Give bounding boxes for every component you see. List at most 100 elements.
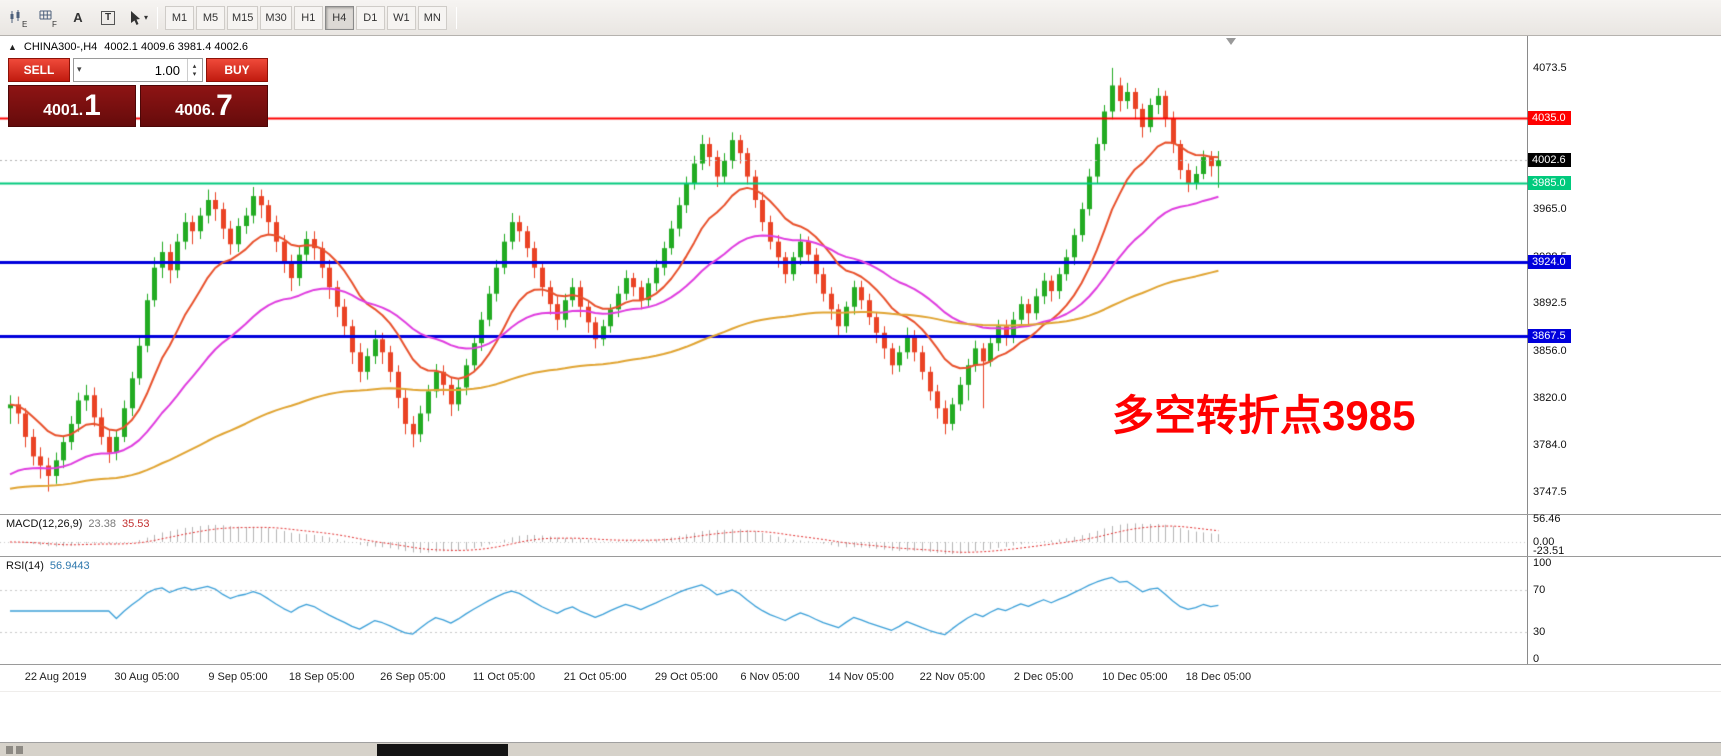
rsi-axis-label: 100: [1533, 557, 1552, 569]
timeframe-h4[interactable]: H4: [324, 5, 354, 30]
price-axis-marker: 4035.0: [1528, 111, 1571, 125]
chart-symbol-timeframe: CHINA300-,H4: [23, 41, 98, 53]
time-axis-label: 6 Nov 05:00: [740, 671, 800, 683]
bottom-left-icon[interactable]: [6, 746, 13, 754]
price-axis-marker: 3985.0: [1528, 176, 1571, 191]
rsi-canvas[interactable]: [0, 557, 1528, 665]
price-axis[interactable]: 4073.53965.03928.53892.53856.03820.03784…: [1528, 36, 1721, 514]
volume-down-icon[interactable]: ▾: [192, 71, 197, 78]
volume-up-icon[interactable]: ▴: [192, 63, 197, 70]
bid-price[interactable]: 4001. 1: [8, 85, 136, 127]
svg-text:E: E: [22, 20, 27, 28]
main-toolbar: E F A T ▾ M1 M5 M15 M30 H1 H4 D1 W1 MN: [0, 0, 1721, 36]
svg-text:F: F: [52, 20, 57, 28]
grid-icon[interactable]: F: [36, 6, 60, 30]
time-axis-label: 9 Sep 05:00: [208, 671, 268, 683]
macd-axis-label: 56.46: [1533, 513, 1561, 526]
timeframe-buttons-group: M1 M5 M15 M30 H1 H4 D1 W1 MN: [165, 5, 449, 30]
bottom-strip: [0, 742, 1721, 756]
rsi-pane-row: RSI(14) 56.9443 100 70 30 0: [0, 557, 1721, 665]
price-axis-label: 4073.5: [1533, 61, 1567, 74]
bid-price-prefix: 4001.: [43, 102, 84, 119]
volume-input[interactable]: ▾ 1.00 ▴ ▾: [73, 58, 203, 82]
buy-button[interactable]: BUY: [206, 58, 268, 82]
tool-icons-group: E F A T ▾: [6, 6, 150, 30]
macd-value-signal: 35.53: [121, 518, 150, 530]
macd-axis-label: -23.51: [1533, 545, 1565, 558]
text-label-tool-icon[interactable]: T: [96, 6, 120, 30]
chart-window: ▲ CHINA300-,H4 4002.1 4009.6 3981.4 4002…: [0, 36, 1721, 691]
font-tool-icon[interactable]: A: [73, 10, 83, 25]
price-pane-row: ▲ CHINA300-,H4 4002.1 4009.6 3981.4 4002…: [0, 36, 1721, 515]
rsi-plot-area[interactable]: RSI(14) 56.9443: [0, 557, 1528, 665]
timeframe-m30[interactable]: M30: [260, 5, 292, 30]
price-axis-label: 3856.0: [1533, 344, 1567, 357]
price-axis-marker: 3867.5: [1528, 329, 1571, 344]
macd-plot-area[interactable]: MACD(12,26,9) 23.38 35.53: [0, 515, 1528, 557]
rsi-label: RSI(14) 56.9443: [6, 560, 90, 572]
time-axis-label: 18 Dec 05:00: [1185, 671, 1252, 683]
time-axis-label: 10 Dec 05:00: [1102, 671, 1168, 683]
chart-ohlc-values: 4002.1 4009.6 3981.4 4002.6: [104, 41, 249, 53]
price-axis-label: 3820.0: [1533, 391, 1567, 404]
toolbar-separator: [157, 6, 158, 29]
toolbar-separator: [455, 6, 457, 29]
trade-panel-prices: 4001. 1 4006. 7: [8, 85, 268, 127]
time-axis-label: 29 Oct 05:00: [654, 671, 718, 683]
ask-price-big-digit: 7: [216, 89, 233, 122]
time-axis-label: 22 Nov 05:00: [919, 671, 986, 683]
chart-style-icon[interactable]: E: [6, 6, 30, 30]
one-click-trade-panel: SELL ▾ 1.00 ▴ ▾ BUY 400: [8, 58, 268, 127]
price-axis-marker: 3924.0: [1528, 255, 1571, 270]
chart-annotation-text: 多空转折点3985: [1112, 392, 1416, 439]
ask-price[interactable]: 4006. 7: [140, 85, 268, 127]
time-axis-label: 21 Oct 05:00: [563, 671, 627, 683]
price-axis-marker: 4002.6: [1528, 153, 1571, 168]
time-axis[interactable]: 22 Aug 2019 30 Aug 05:00 9 Sep 05:00 18 Sep…: [0, 665, 1721, 691]
macd-name: MACD(12,26,9): [6, 518, 83, 530]
price-axis-label: 3892.5: [1533, 297, 1567, 310]
price-axis-label: 3965.0: [1533, 203, 1567, 216]
volume-dropdown-icon[interactable]: ▾: [77, 64, 82, 74]
rsi-axis[interactable]: 100 70 30 0: [1528, 557, 1721, 665]
macd-axis[interactable]: 56.46 0.00 -23.51: [1528, 513, 1721, 558]
rsi-value: 56.9443: [49, 560, 90, 572]
chart-title: ▲ CHINA300-,H4 4002.1 4009.6 3981.4 4002…: [8, 41, 248, 53]
timeframe-m15[interactable]: M15: [227, 5, 259, 30]
timeframe-w1[interactable]: W1: [386, 5, 416, 30]
timeframe-m5[interactable]: M5: [196, 5, 225, 30]
macd-axis-label: 0.00: [1533, 536, 1555, 548]
trade-panel-controls: SELL ▾ 1.00 ▴ ▾ BUY: [8, 58, 268, 82]
time-axis-label: 2 Dec 05:00: [1013, 671, 1074, 683]
time-axis-label: 18 Sep 05:00: [288, 671, 355, 683]
volume-spinner: ▴ ▾: [187, 59, 201, 81]
macd-value-main: 23.38: [88, 518, 116, 530]
time-axis-label: 30 Aug 05:00: [114, 671, 180, 683]
rsi-axis-label: 0: [1533, 653, 1540, 665]
sell-button[interactable]: SELL: [8, 58, 70, 82]
timeframe-d1[interactable]: D1: [355, 5, 385, 30]
macd-canvas[interactable]: [0, 515, 1528, 557]
volume-value: 1.00: [154, 62, 180, 78]
rsi-axis-label: 70: [1533, 584, 1546, 597]
timeframe-h1[interactable]: H1: [293, 5, 323, 30]
cursor-tool-icon[interactable]: ▾: [126, 6, 150, 30]
time-axis-label: 11 Oct 05:00: [472, 671, 536, 683]
bottom-area: [0, 692, 1721, 756]
time-axis-label: 26 Sep 05:00: [380, 671, 446, 683]
chart-shift-marker-icon[interactable]: [1226, 38, 1236, 45]
time-axis-label: 14 Nov 05:00: [828, 671, 894, 683]
one-click-collapse-icon[interactable]: ▲: [8, 42, 17, 52]
macd-label: MACD(12,26,9) 23.38 35.53: [6, 518, 149, 530]
rsi-name: RSI(14): [6, 560, 44, 572]
taskbar-item[interactable]: [377, 744, 508, 756]
price-plot-area[interactable]: ▲ CHINA300-,H4 4002.1 4009.6 3981.4 4002…: [0, 36, 1528, 515]
timeframe-mn[interactable]: MN: [417, 5, 447, 30]
bottom-left-icon[interactable]: [16, 746, 23, 754]
price-axis-label: 3784.0: [1533, 438, 1567, 451]
price-axis-label: 3747.5: [1533, 486, 1567, 499]
timeframe-m1[interactable]: M1: [165, 5, 194, 30]
macd-pane-row: MACD(12,26,9) 23.38 35.53 56.46 0.00 -23.5…: [0, 513, 1721, 558]
rsi-axis-label: 30: [1533, 625, 1546, 638]
